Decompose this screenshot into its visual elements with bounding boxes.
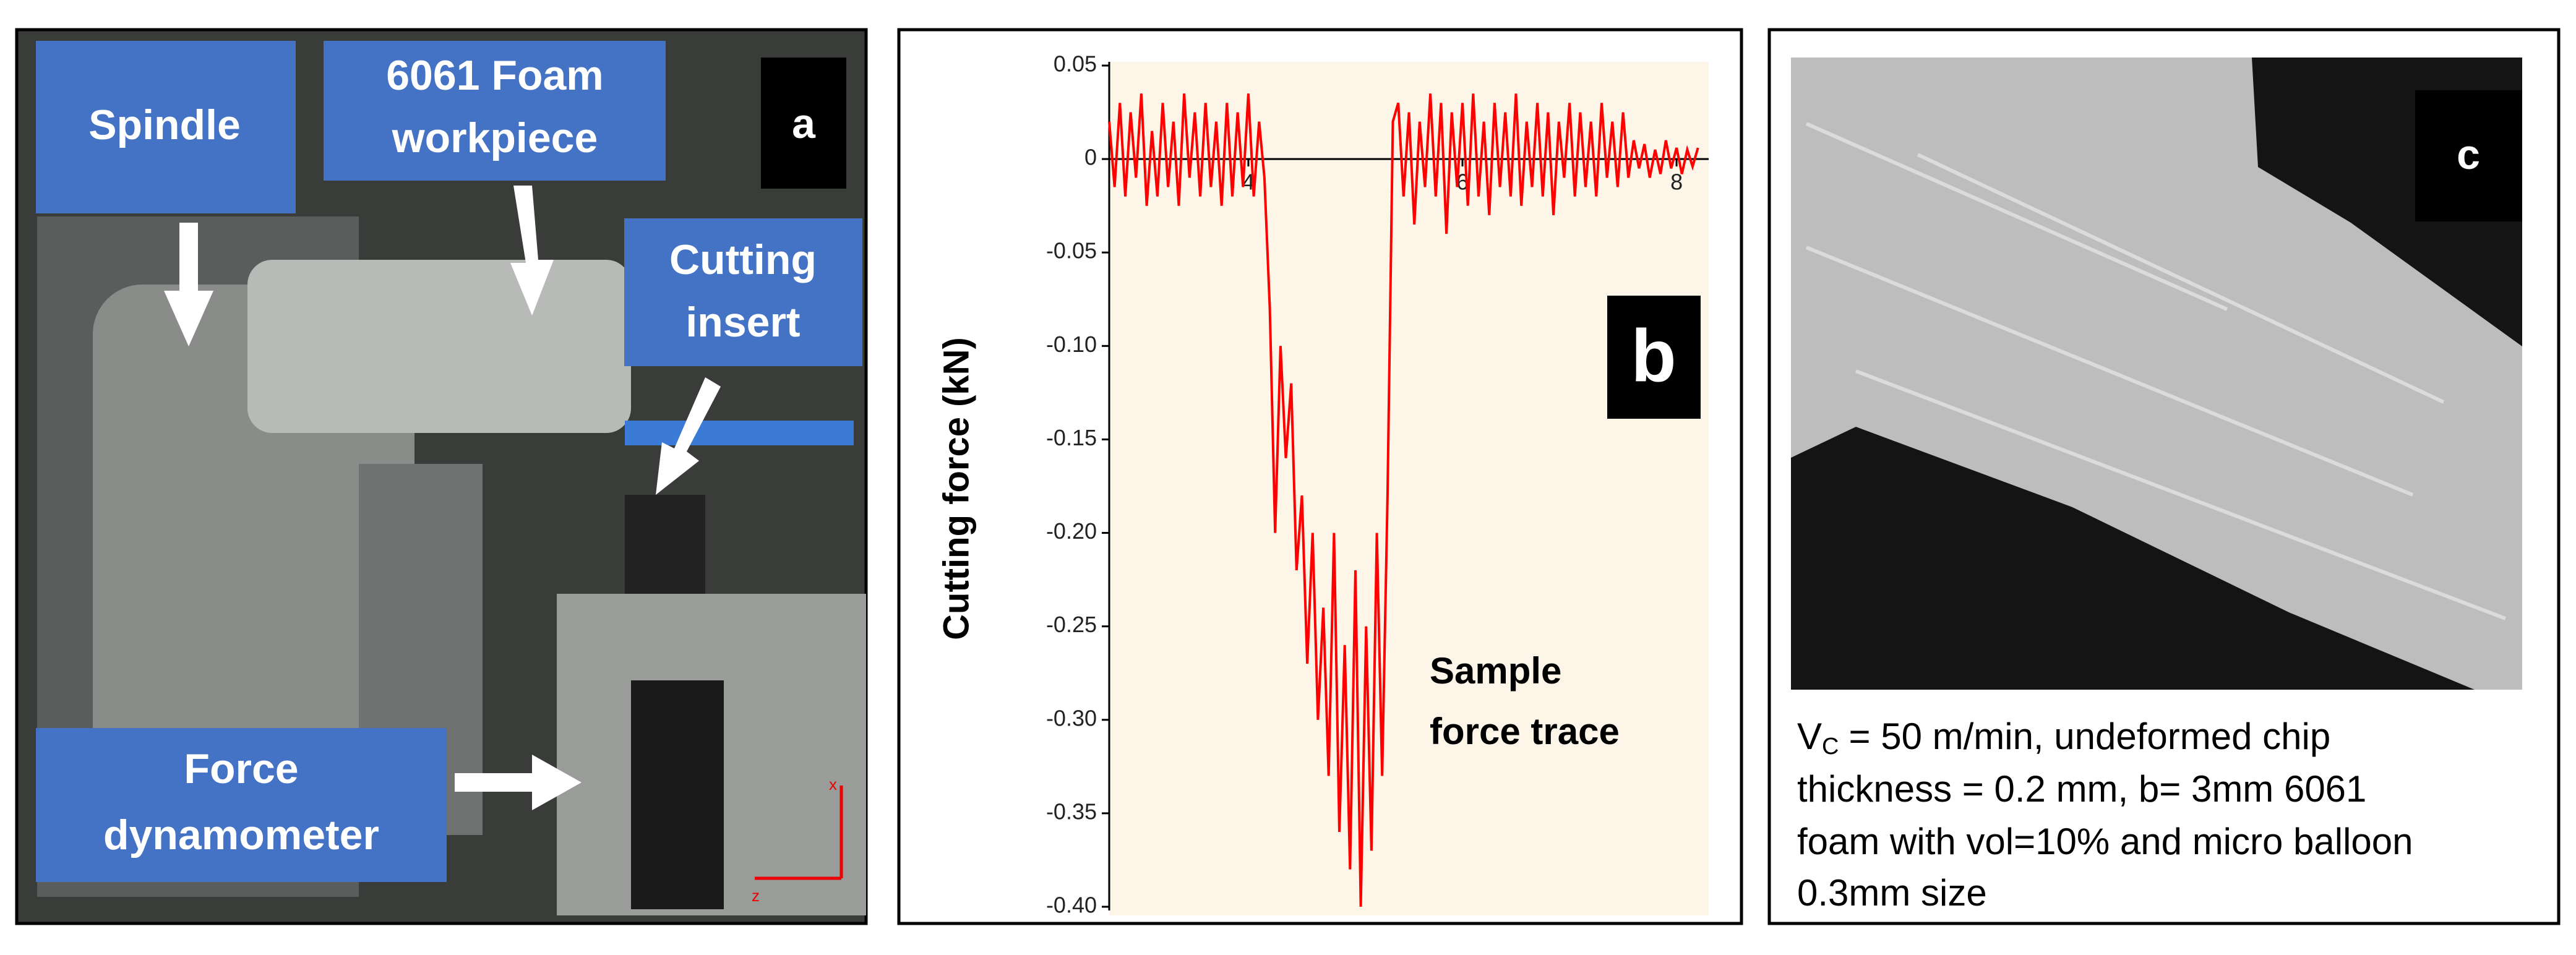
caption-line: VC = 50 m/min, undeformed chip [1797, 716, 2330, 760]
panel-a: x z Spindle 6061 Foam workpiece Cutting … [15, 28, 868, 925]
symbol: V [1797, 716, 1822, 757]
y-tick-label: -0.35 [1046, 799, 1097, 824]
chip [1791, 58, 2522, 690]
workpiece [247, 260, 631, 433]
y-tick-label: -0.05 [1046, 238, 1097, 263]
caption-line: foam with vol=10% and micro balloon [1797, 821, 2413, 862]
panel-letter: c [2457, 131, 2480, 178]
letter-box [2415, 90, 2522, 221]
label: Force [184, 745, 298, 792]
label: 6061 Foam [386, 52, 604, 99]
cable [625, 421, 854, 445]
y-tick-label: 0 [1084, 145, 1097, 170]
label-box [324, 41, 666, 181]
y-tick-label: 0.05 [1054, 51, 1097, 77]
y-tick-label: -0.15 [1046, 425, 1097, 450]
panel-letter: a [792, 100, 816, 147]
panel-letter: b [1631, 315, 1676, 398]
y-tick-label: -0.20 [1046, 518, 1097, 544]
label-box [624, 218, 862, 366]
arrows [164, 186, 721, 810]
panel-b: Cutting force (kN) [897, 28, 1743, 925]
x-tick-label: 8 [1670, 169, 1683, 195]
annotation: force trace [1430, 711, 1620, 752]
letter-box [761, 58, 846, 189]
annotation: Sample [1430, 650, 1561, 692]
label-box [36, 728, 447, 882]
label: Cutting [669, 236, 817, 283]
letter-box [1607, 296, 1701, 419]
axis-z-label: z [752, 886, 760, 905]
y-axis-label: Cutting force (kN) [936, 337, 976, 640]
caption-line: 0.3mm size [1797, 872, 1987, 914]
panel-c: c VC = 50 m/min, undeformed chip thicknes… [1767, 28, 2561, 925]
y-tick-label: -0.40 [1046, 893, 1097, 918]
label: Spindle [88, 101, 241, 148]
y-tick-label: -0.10 [1046, 332, 1097, 357]
subscript: C [1822, 734, 1839, 760]
y-tick-label: -0.30 [1046, 705, 1097, 730]
insert [625, 495, 705, 594]
texture [1805, 122, 2507, 620]
label: dynamometer [103, 812, 379, 859]
force-trace [1108, 93, 1699, 907]
caption-line: thickness = 0.2 mm, b= 3mm 6061 [1797, 768, 2366, 810]
label: workpiece [392, 114, 598, 161]
label: insert [685, 299, 800, 346]
y-tick-label: -0.25 [1046, 612, 1097, 637]
axis-x-label: x [829, 775, 837, 794]
label-box [36, 41, 296, 213]
axis-triad [755, 786, 843, 880]
plot-area [1109, 62, 1709, 915]
caption-text: = 50 m/min, undeformed chip [1848, 716, 2330, 757]
sensor [631, 680, 724, 909]
